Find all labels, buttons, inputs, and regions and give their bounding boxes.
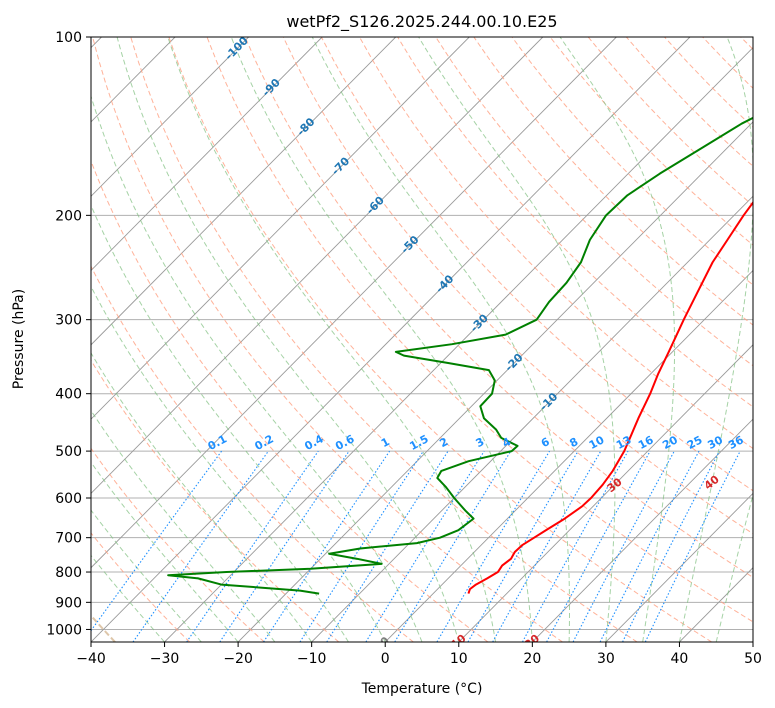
x-tick-label: −20 (223, 651, 253, 667)
axes: −40 −30 −20 −10 0 10 20 30 40 5010020030040050060… (46, 30, 762, 667)
moist-adiabat-line (559, 37, 676, 642)
mixing-ratio-line (572, 450, 675, 642)
y-tick-label: 100 (55, 30, 82, 46)
y-tick-label: 700 (55, 531, 82, 547)
y-tick-label: 1000 (46, 622, 82, 638)
dry-adiabat-line (91, 265, 414, 642)
isotherm-line (311, 195, 753, 642)
moist-adiabat-label: 0 (378, 634, 392, 649)
moist-adiabat-label: 20 (522, 632, 542, 652)
mixing-ratio-label: 30 (705, 433, 725, 452)
moist-adiabat-label: 10 (448, 632, 468, 652)
x-tick-label: 40 (671, 651, 689, 667)
isotherm-line (91, 37, 397, 346)
x-tick-label: −10 (297, 651, 327, 667)
mixing-ratio-line (219, 450, 350, 642)
mixing-ratio-line (394, 450, 512, 642)
y-tick-label: 200 (55, 208, 82, 224)
isotherm-line (237, 121, 753, 642)
dry-adiabat-line (359, 37, 753, 450)
mixing-ratio-label: 16 (636, 433, 656, 452)
dry-adiabat-line (91, 359, 340, 642)
dry-adiabat-line (168, 37, 713, 642)
isotherm-line (605, 492, 753, 642)
y-tick-label: 600 (55, 491, 82, 507)
isotherm-line (91, 37, 691, 642)
mixing-ratio-line (622, 450, 720, 642)
x-tick-label: 30 (597, 651, 615, 667)
moist-adiabat-line (167, 37, 497, 642)
mixing-ratio-label: 20 (660, 433, 680, 452)
x-tick-label: 20 (523, 651, 541, 667)
x-axis-title: Temperature (°C) (361, 681, 483, 697)
y-axis-title: Pressure (hPa) (11, 289, 27, 389)
mixing-ratio-label: 25 (685, 433, 705, 452)
dry-adiabat-line (282, 37, 753, 535)
moist-adiabat-line (91, 285, 349, 642)
isotherm-line (458, 344, 753, 642)
moist-adiabat-line (678, 37, 753, 642)
y-tick-label: 500 (55, 444, 82, 460)
moist-adiabat-line (418, 37, 616, 642)
isotherm-line (91, 37, 470, 420)
moist-adiabat-line (91, 352, 313, 642)
mixing-ratio-line (492, 450, 602, 642)
dry-adiabat-line (320, 37, 753, 492)
mixing-ratio-line (132, 450, 269, 642)
isotherm-line (532, 418, 753, 642)
y-tick-label: 400 (55, 387, 82, 403)
isotherm-line (91, 37, 617, 569)
x-tick-label: 10 (450, 651, 468, 667)
isotherm-line (91, 37, 544, 495)
plot-area (91, 37, 753, 642)
dry-adiabat-line (92, 37, 563, 642)
x-tick-label: 0 (381, 651, 390, 667)
x-tick-label: 50 (744, 651, 762, 667)
moist-adiabat-line (91, 204, 386, 642)
isotherm-line (91, 37, 249, 197)
moist-adiabat-line (116, 37, 460, 642)
dry-adiabat-line (130, 37, 638, 642)
dry-adiabat-line (435, 37, 753, 367)
mixing-ratio-line (299, 450, 424, 642)
isotherm-line (91, 37, 323, 272)
y-tick-label: 300 (55, 313, 82, 329)
plot-frame (90, 36, 754, 643)
isotherm-line (384, 269, 753, 642)
dry-adiabat-line (91, 532, 190, 642)
mixing-ratio-label: 36 (726, 433, 746, 452)
dewpoint-profile-line (167, 116, 753, 595)
dry-adiabat-line (206, 37, 753, 623)
mixing-ratio-line (263, 450, 391, 642)
moist-adiabat-line (91, 461, 239, 642)
isotherm-line (164, 46, 753, 642)
moist-adiabat-line (91, 409, 276, 642)
mixing-ratio-line (91, 450, 223, 632)
mixing-ratio-label: 13 (614, 433, 634, 452)
dry-adiabat-line (511, 37, 753, 286)
dry-adiabat-line (91, 159, 489, 642)
x-tick-label: −30 (150, 651, 180, 667)
moist-adiabat-line (230, 37, 533, 642)
y-tick-label: 800 (55, 565, 82, 581)
y-tick-label: 900 (55, 595, 82, 611)
mixing-ratio-line (599, 450, 700, 642)
dry-adiabat-line (91, 447, 265, 642)
moist-adiabat-line (715, 492, 753, 642)
mixing-ratio-line (186, 450, 319, 642)
moist-adiabat-line (311, 37, 570, 642)
mixing-ratio-line (365, 450, 485, 642)
temperature-profile-line (467, 200, 753, 594)
chart-title: wetPf2_S126.2025.244.00.10.E25 (286, 12, 557, 32)
mixing-ratio-line (521, 450, 629, 642)
mixing-ratio-label: 10 (587, 433, 607, 452)
x-tick-label: −40 (76, 651, 106, 667)
mixing-ratio-line (546, 450, 651, 642)
